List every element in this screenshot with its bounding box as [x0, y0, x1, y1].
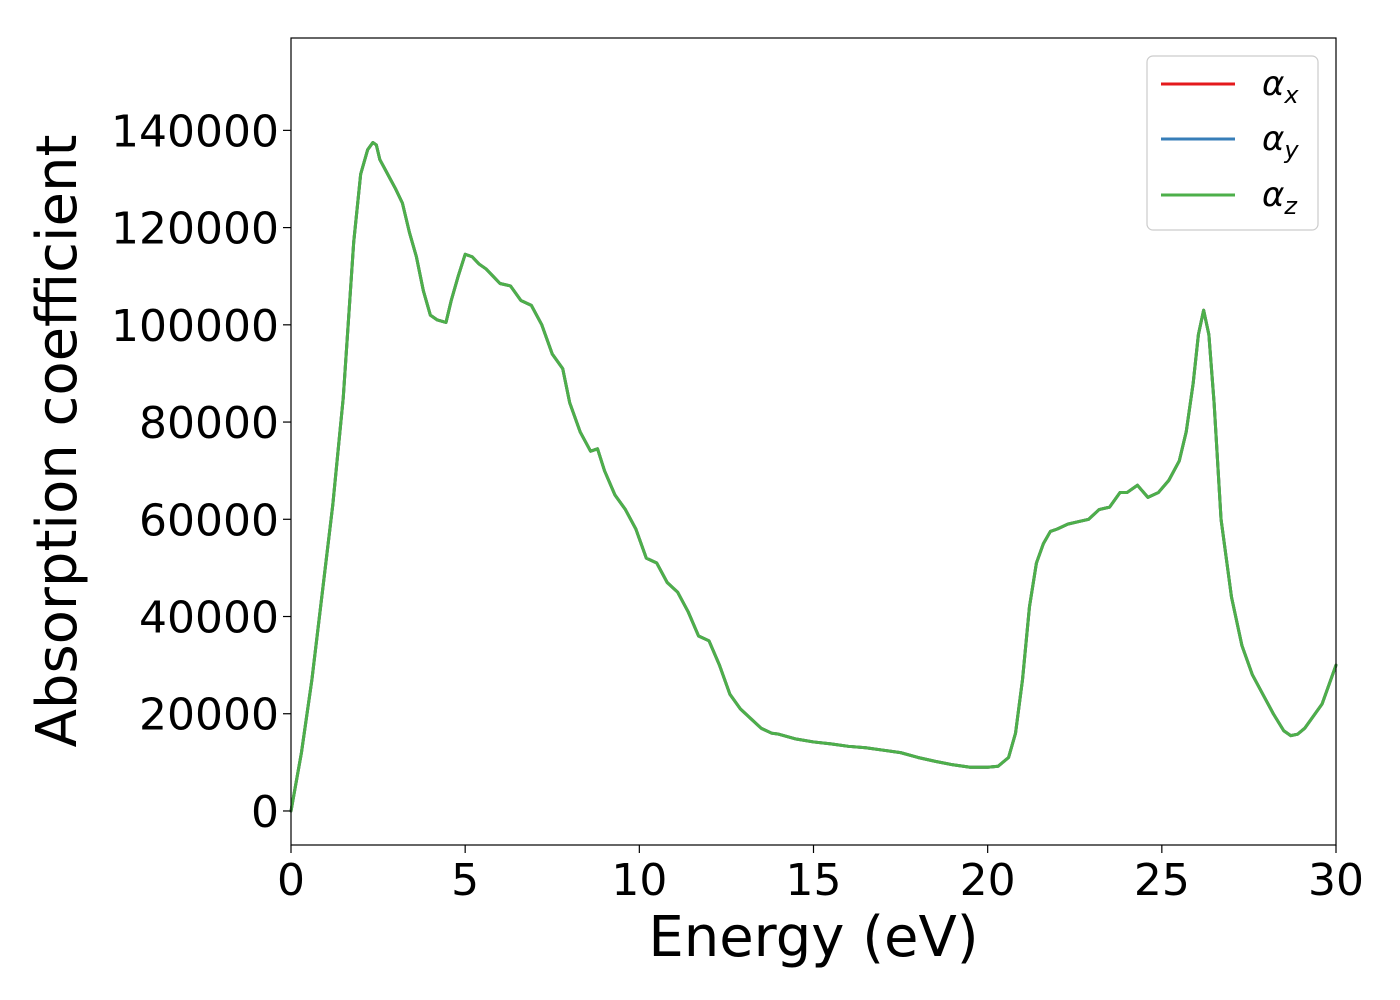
y-tick-label: 120000: [111, 204, 279, 255]
y-tick-label: 20000: [139, 690, 279, 741]
x-tick-label: 25: [1134, 855, 1190, 906]
legend-box: [1146, 55, 1319, 231]
series-line-x: [289, 141, 1338, 813]
y-tick-label: 80000: [139, 398, 279, 449]
y-tick-label: 140000: [111, 106, 279, 157]
legend-label-base: α: [1262, 64, 1284, 104]
legend-label-x: αx: [1262, 64, 1299, 109]
legend-label-base: α: [1262, 119, 1284, 159]
x-tick-label: 10: [611, 855, 667, 906]
x-tick-label: 15: [786, 855, 842, 906]
legend-label-subscript: y: [1283, 136, 1299, 164]
y-tick-label: 0: [251, 787, 279, 838]
x-tick-label: 20: [960, 855, 1016, 906]
legend-label-base: α: [1262, 175, 1284, 215]
x-axis-ticks: 0 5 10 15 20 25 30: [277, 845, 1364, 906]
y-tick-label: 60000: [139, 495, 279, 546]
x-tick-label: 0: [277, 855, 305, 906]
legend-label-subscript: z: [1283, 192, 1298, 220]
series-layer: [289, 141, 1338, 813]
series-line-z: [289, 141, 1338, 813]
legend-label-z: αz: [1262, 175, 1298, 220]
x-tick-label: 5: [451, 855, 479, 906]
y-axis-title: Absorption coefficient: [25, 135, 90, 748]
x-axis-title: Energy (eV): [648, 905, 978, 970]
series-line-y: [289, 141, 1338, 813]
x-tick-label: 30: [1308, 855, 1364, 906]
y-tick-label: 40000: [139, 593, 279, 644]
legend-label-y: αy: [1262, 119, 1299, 164]
y-axis-ticks: 0 20000 40000 60000 80000 100000 120000 140000: [111, 106, 291, 838]
y-tick-label: 100000: [111, 301, 279, 352]
legend-label-subscript: x: [1283, 81, 1299, 109]
